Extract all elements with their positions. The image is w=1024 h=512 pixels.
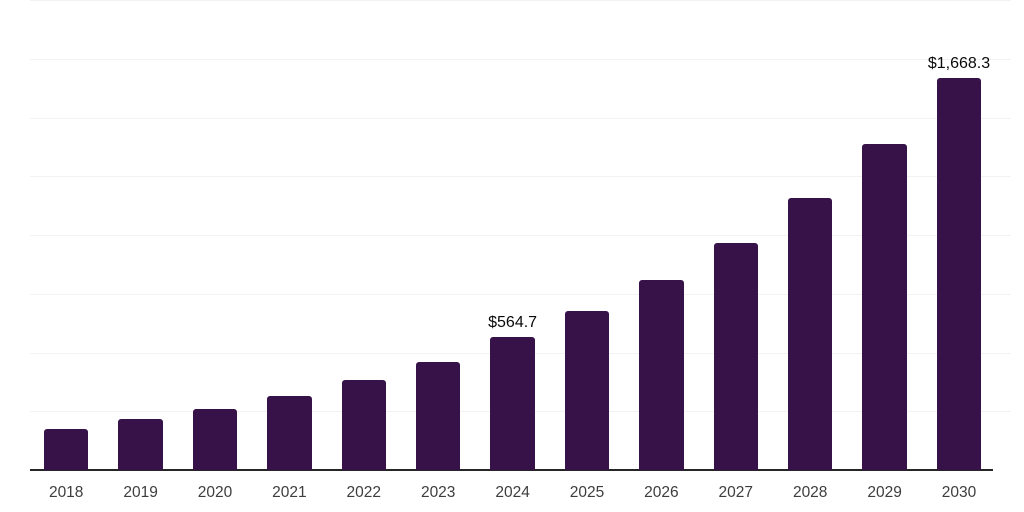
- gridline: [30, 0, 1011, 1]
- plot-area: $564.7 $1,668.3: [30, 0, 1011, 471]
- bar-2021: [267, 395, 312, 470]
- x-tick-label-2019: 2019: [123, 484, 158, 501]
- x-tick-label-2028: 2028: [792, 484, 828, 501]
- gridline: [30, 235, 1011, 236]
- bar-2018: [43, 428, 89, 470]
- x-tick-label-2023: 2023: [420, 484, 456, 501]
- x-tick-label-2027: 2027: [718, 484, 754, 501]
- bar-2030: [936, 77, 982, 470]
- x-tick-label-2024: 2024: [495, 484, 530, 501]
- bar-2024: [490, 337, 535, 470]
- x-tick-label-2018: 2018: [48, 484, 84, 501]
- gridline: [30, 58, 1011, 60]
- x-tick-label-2020: 2020: [197, 484, 233, 501]
- bar-2025: [564, 310, 610, 470]
- gridline: [30, 293, 1011, 295]
- x-axis-line: [30, 469, 993, 471]
- x-tick-label-2021: 2021: [272, 484, 307, 501]
- x-tick-label-2030: 2030: [941, 484, 977, 501]
- bar-2026: [639, 279, 684, 470]
- bar-2019: [118, 419, 163, 470]
- bar-2028: [787, 198, 833, 470]
- x-tick-label-2026: 2026: [644, 484, 679, 501]
- bar-2022: [341, 379, 387, 470]
- bar-2027: [713, 243, 759, 470]
- gridline: [30, 176, 1011, 178]
- value-label-2024: $564.7: [488, 314, 538, 332]
- x-tick-label-2029: 2029: [867, 484, 902, 501]
- bar-2029: [862, 143, 907, 470]
- bar-2023: [415, 361, 461, 470]
- value-label-2030: $1,668.3: [927, 54, 991, 72]
- x-tick-label-2022: 2022: [346, 484, 382, 501]
- x-tick-label-2025: 2025: [569, 484, 605, 501]
- bar-2020: [192, 408, 238, 470]
- gridline: [30, 117, 1011, 119]
